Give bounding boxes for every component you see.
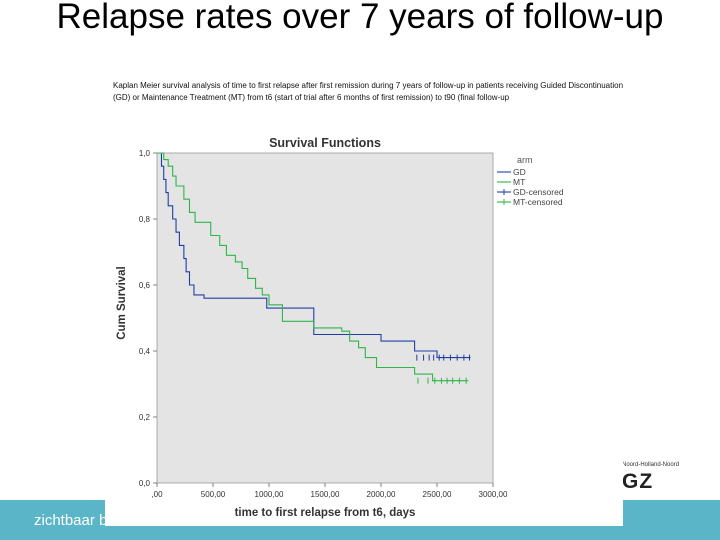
x-tick-label: 500,00 [201, 490, 226, 499]
y-tick-label: 0,6 [139, 281, 151, 290]
logo-mark: GZ [622, 470, 654, 493]
x-tick-label: 1000,00 [255, 490, 284, 499]
survival-chart: Survival Functions 0,0 0,2 0,4 0,6 0,8 1,0 ,00 5… [116, 136, 564, 519]
x-axis-label: time to first relapse from t6, days [235, 507, 416, 519]
logo-subtitle: Noord-Holland-Noord [622, 462, 680, 468]
legend-title: arm [517, 155, 533, 165]
series-line-mt [157, 152, 469, 382]
plot-area [156, 152, 494, 484]
y-tick-label: 0,0 [139, 479, 151, 488]
y-tick-label: 0,4 [139, 347, 151, 356]
chart-title: Survival Functions [269, 136, 381, 150]
legend-label: MT-censored [513, 197, 563, 207]
legend-label: GD-censored [513, 187, 564, 197]
chart-container: Survival Functions 0,0 0,2 0,4 0,6 0,8 1,0 ,00 5… [105, 128, 623, 526]
y-tick-label: 0,2 [139, 413, 151, 422]
x-tick-label: 1500,00 [311, 490, 340, 499]
series-line-gd [157, 152, 471, 359]
y-tick-label: 1,0 [139, 149, 151, 158]
x-tick-label: 2500,00 [423, 490, 452, 499]
title-band [0, 0, 720, 40]
slide-title: Relapse rates over 7 years of follow-up [56, 0, 664, 36]
x-tick-label: ,00 [151, 490, 163, 499]
x-tick-label: 3000,00 [479, 490, 508, 499]
y-axis-label: Cum Survival [116, 266, 128, 340]
legend-label: MT [513, 177, 525, 187]
footer-text: zichtbaar b [34, 512, 108, 529]
y-tick-label: 0,8 [139, 215, 151, 224]
ggz-logo: Noord-Holland-Noord GZ [622, 462, 702, 498]
x-tick-label: 2000,00 [367, 490, 396, 499]
slide-subtitle: Kaplan Meier survival analysis of time t… [113, 81, 624, 102]
legend-label: GD [513, 167, 526, 177]
